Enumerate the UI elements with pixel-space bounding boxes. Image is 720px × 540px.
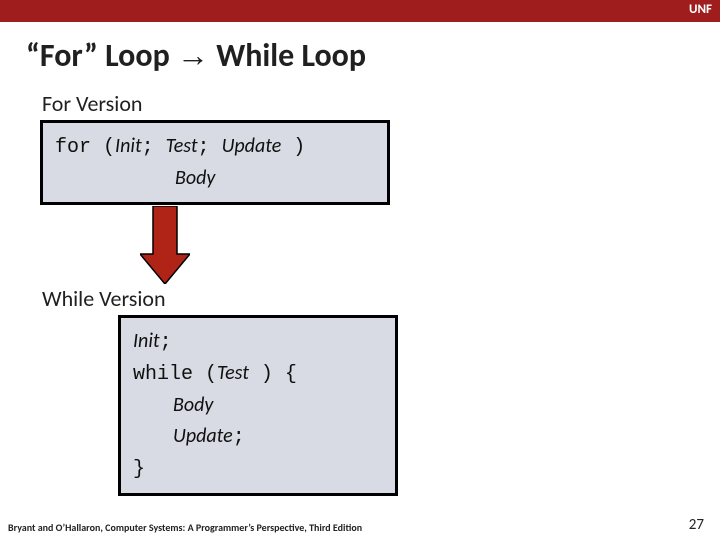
while-test: Test [217,361,249,385]
topbar: UNF [0,0,720,22]
while-update: Update [173,424,233,448]
while-init-semi: ; [160,331,172,354]
topbar-label: UNF [689,2,712,17]
for-body: Body [175,166,215,190]
while-brace-open: { [285,363,297,386]
for-close-paren: ) [281,136,305,159]
arrow-polygon [140,206,190,284]
while-brace-close: } [133,458,145,481]
while-line-update: Update; [133,421,383,453]
title-part1: “For” Loop [26,36,177,75]
while-code-box: Init; while (Test ) { Body Update; } [118,315,398,496]
for-keyword: for [55,136,91,159]
while-init: Init [133,329,160,353]
for-open-paren: ( [91,136,115,159]
for-test: Test [166,134,198,158]
for-line-2: Body [55,163,375,194]
for-line-1: for (Init; Test; Update ) [55,131,375,163]
page-number: 27 [689,516,704,534]
while-close-paren: ) [249,363,285,386]
for-semi2: ; [198,136,222,159]
while-keyword: while [133,363,193,386]
while-body: Body [173,393,213,417]
down-arrow-icon [140,206,190,284]
while-line-init: Init; [133,326,383,358]
footer-citation: Bryant and O’Hallaron, Computer Systems:… [8,521,362,534]
for-code-box: for (Init; Test; Update ) Body [40,120,390,205]
slide-title: “For” Loop → While Loop [26,36,366,75]
title-arrow-icon: → [177,37,209,73]
for-semi1: ; [142,136,166,159]
for-update: Update [222,134,282,158]
title-part2: While Loop [209,36,366,75]
while-line-body: Body [133,390,383,421]
for-init: Init [115,134,142,158]
for-version-label: For Version [42,90,143,117]
while-update-semi: ; [233,426,245,449]
while-open-paren: ( [193,363,217,386]
while-line-head: while (Test ) { [133,358,383,390]
while-version-label: While Version [42,285,166,312]
while-line-close: } [133,453,383,485]
slide: UNF “For” Loop → While Loop For Version … [0,0,720,540]
